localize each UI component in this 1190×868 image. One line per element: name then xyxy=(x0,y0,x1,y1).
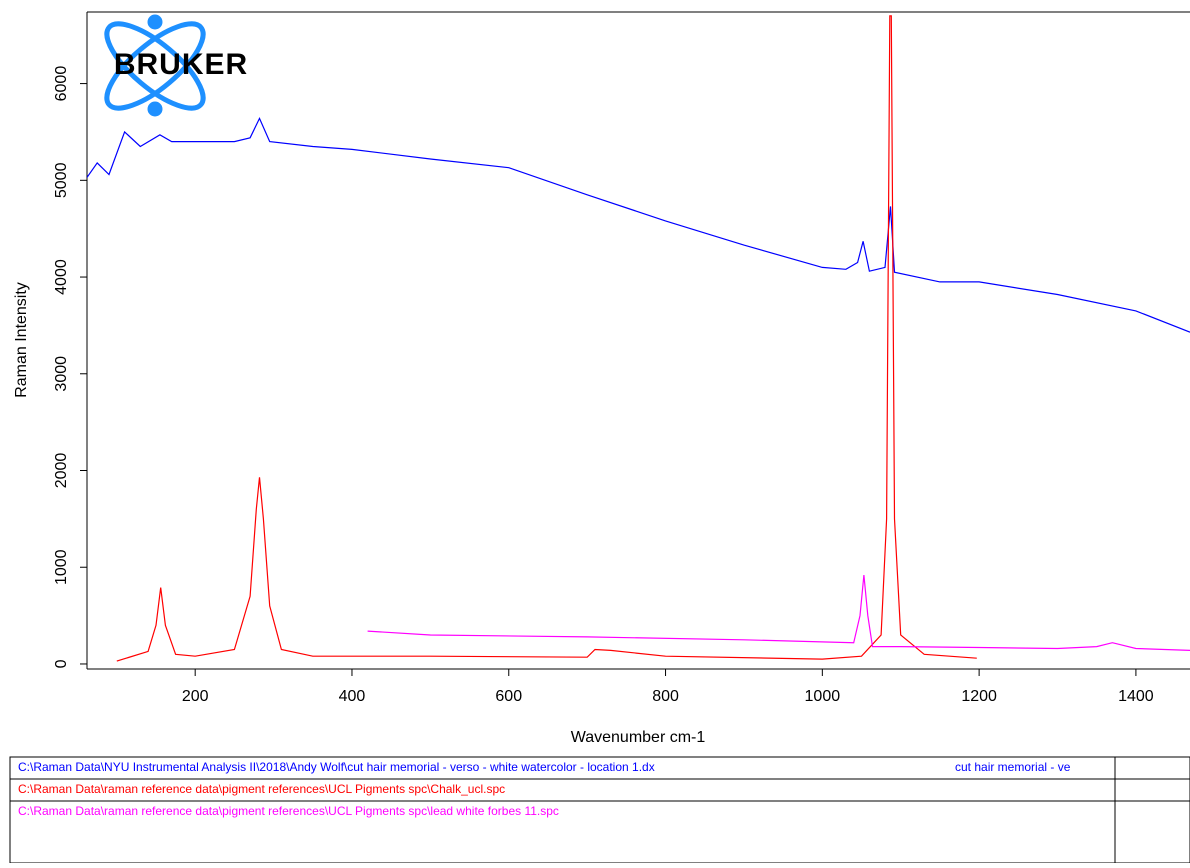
y-tick-label: 6000 xyxy=(53,66,70,102)
x-tick-label: 200 xyxy=(182,688,209,705)
legend-entry: C:\Raman Data\raman reference data\pigme… xyxy=(18,782,505,796)
logo xyxy=(104,14,206,117)
x-axis-title: Wavenumber cm-1 xyxy=(571,729,706,746)
x-tick-label: 600 xyxy=(495,688,522,705)
y-tick-label: 4000 xyxy=(53,259,70,295)
series-line xyxy=(367,574,1190,651)
series-line xyxy=(87,116,1190,333)
x-tick-label: 1200 xyxy=(961,688,997,705)
x-tick-label: 400 xyxy=(339,688,366,705)
y-tick-label: 0 xyxy=(53,659,70,668)
y-axis-title: Raman Intensity xyxy=(13,282,30,398)
legend-note: cut hair memorial - ve xyxy=(955,760,1071,774)
x-tick-label: 800 xyxy=(652,688,679,705)
x-tick-label: 1000 xyxy=(805,688,841,705)
plot-area xyxy=(87,15,1190,662)
y-tick-label: 1000 xyxy=(53,549,70,585)
logo-text: BRUKER xyxy=(114,48,248,81)
y-tick-label: 3000 xyxy=(53,356,70,392)
x-tick-label: 1400 xyxy=(1118,688,1154,705)
y-tick-label: 2000 xyxy=(53,453,70,489)
series-line xyxy=(116,15,977,662)
legend-entry: C:\Raman Data\raman reference data\pigme… xyxy=(18,804,559,818)
legend-entry: C:\Raman Data\NYU Instrumental Analysis … xyxy=(18,760,655,774)
y-tick-label: 5000 xyxy=(53,162,70,198)
